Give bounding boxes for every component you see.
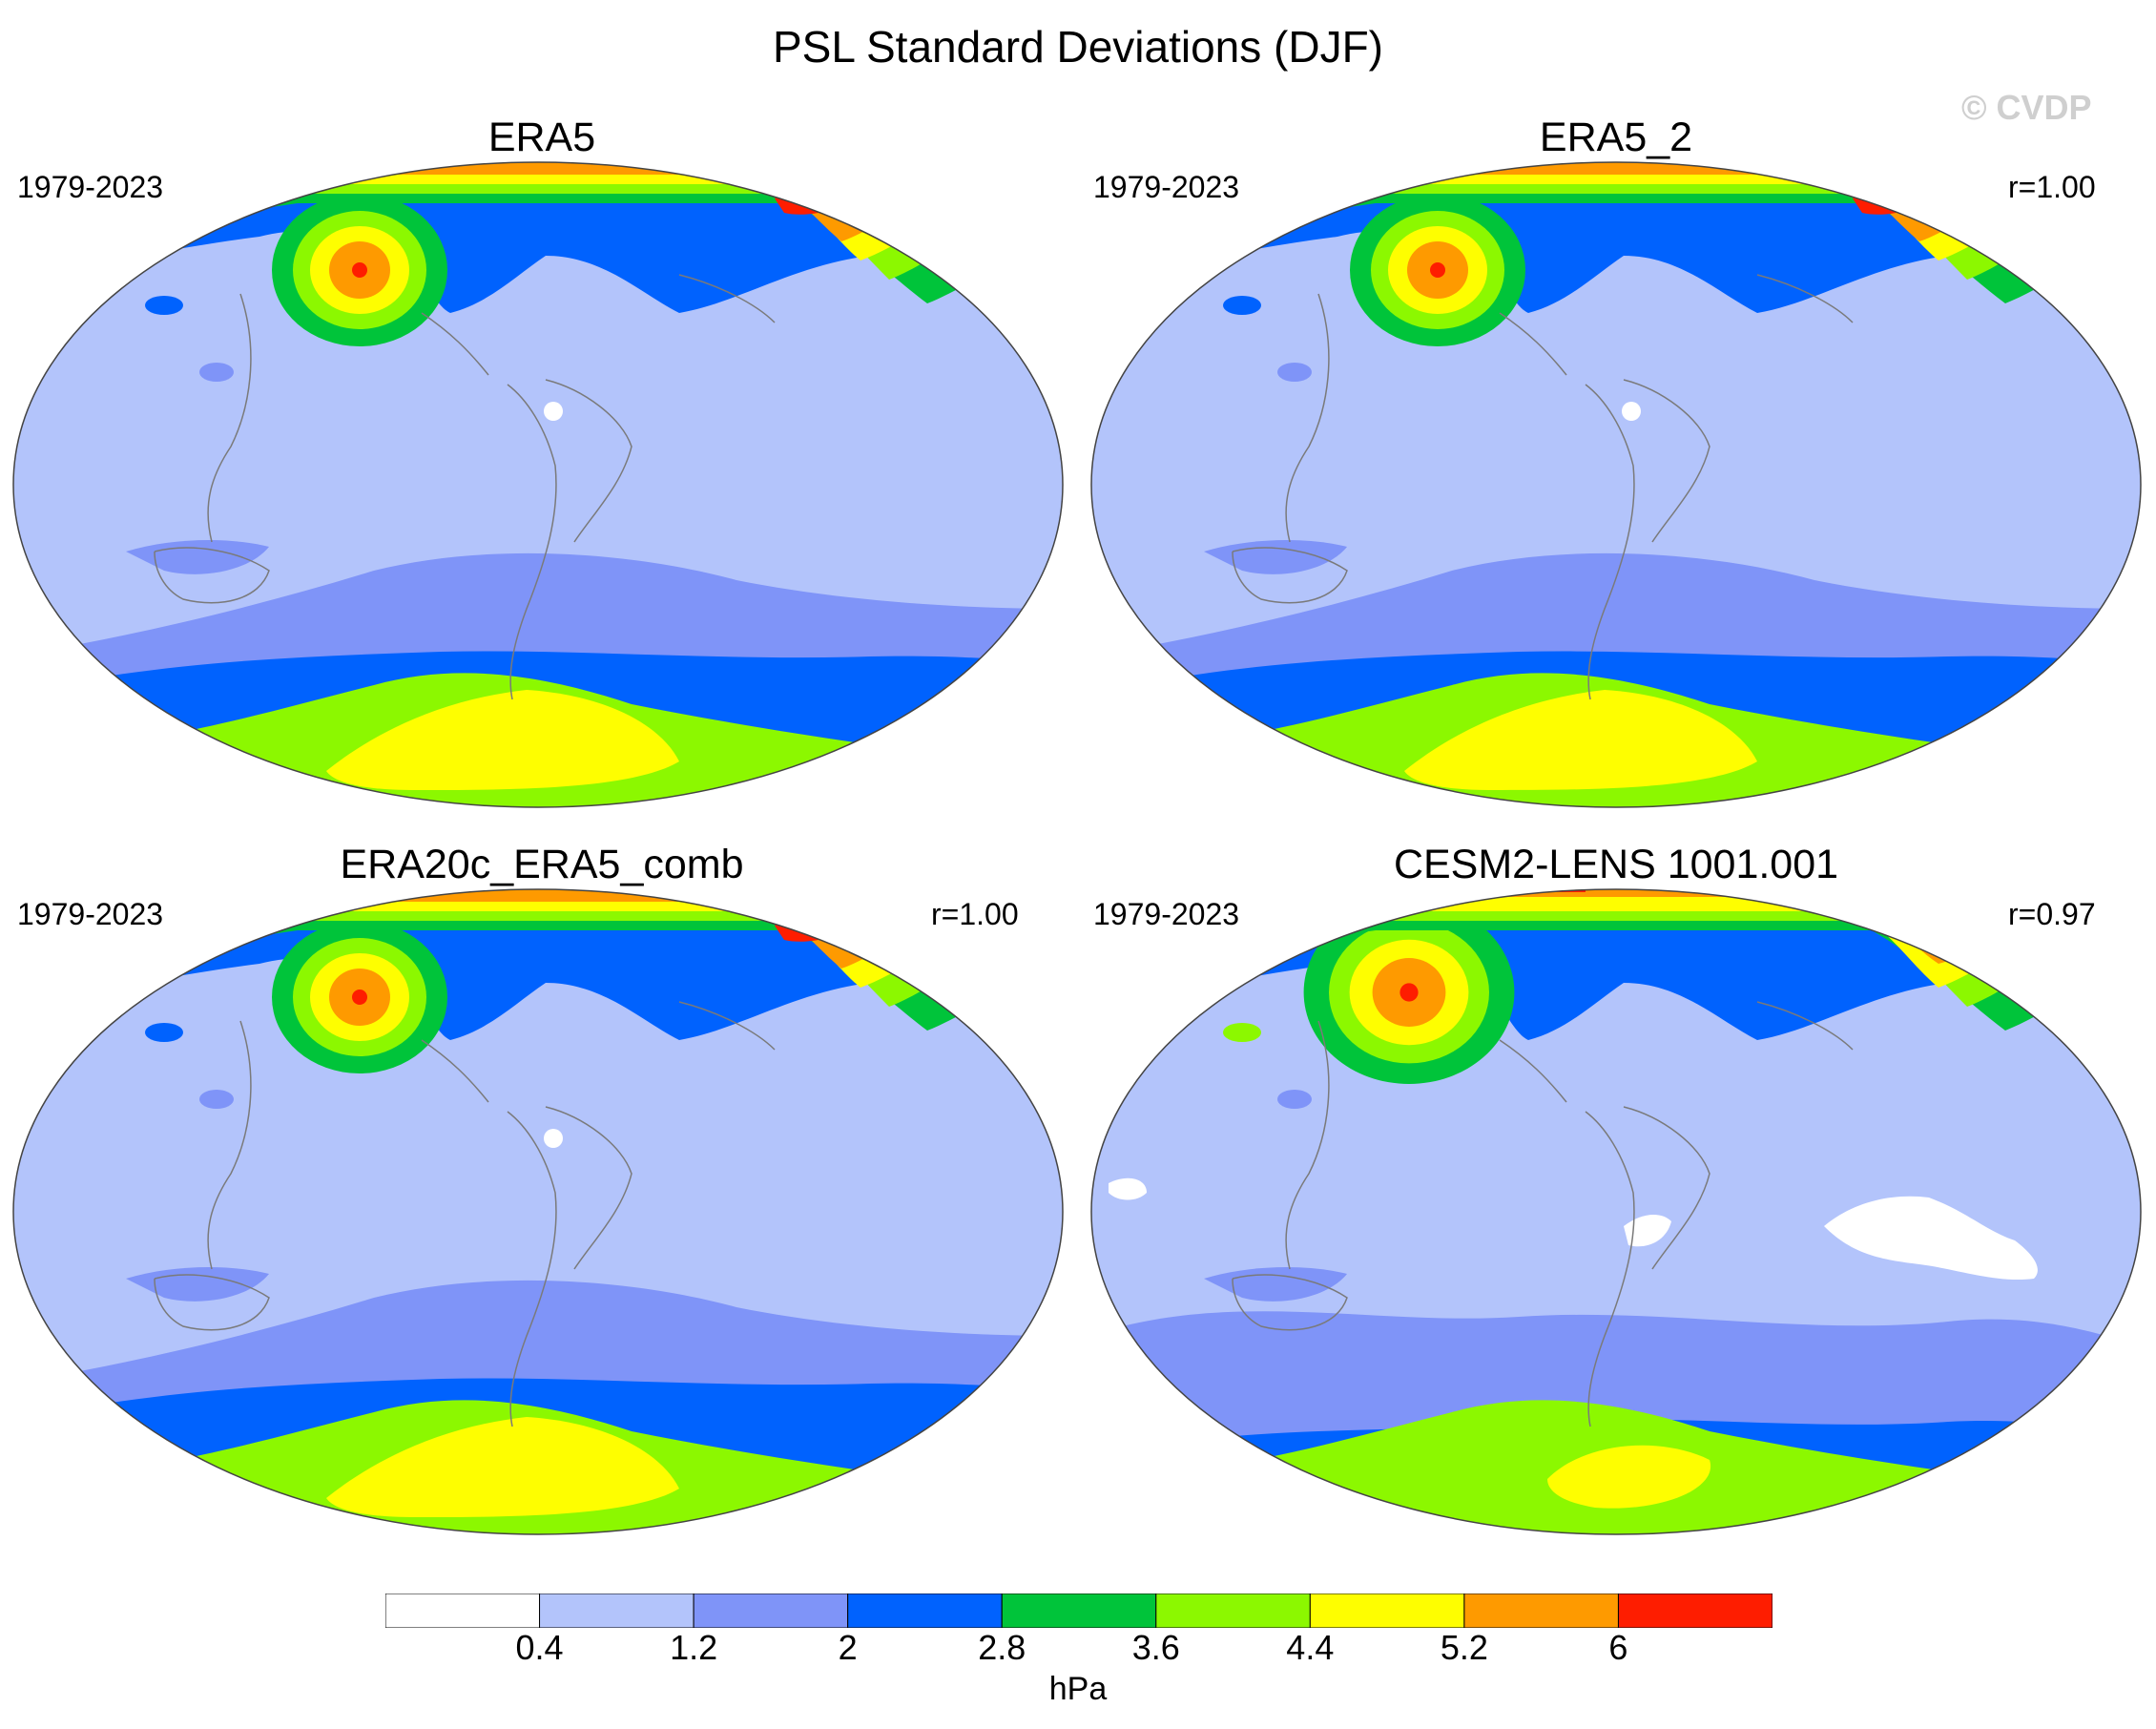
coastline-2: [207, 1020, 252, 1270]
colorbar: [385, 1594, 1772, 1628]
colorbar-swatch-2: [693, 1594, 849, 1628]
band-antarctic-lime: [326, 1417, 679, 1517]
panel-4-map: [1090, 888, 2142, 1535]
patch-southern-green: [391, 679, 452, 706]
colorbar-label-2: 2: [838, 1628, 858, 1667]
coastline-0: [1585, 384, 1635, 700]
colorbar-swatch-8: [1617, 1594, 1772, 1628]
coastline-3: [154, 547, 270, 604]
colorbar-label-5: 4.4: [1286, 1628, 1335, 1667]
coastline-3: [1232, 547, 1348, 604]
panel-2-corr: r=1.00: [2008, 170, 2096, 204]
panel-3-corr: r=1.00: [931, 897, 1019, 931]
patch-low-white: [544, 1129, 563, 1148]
coastline-5: [678, 274, 776, 323]
panel-2-years: 1979-2023: [1093, 170, 1240, 204]
patch-asia: [1223, 296, 1261, 315]
patch-low-white-1: [1824, 1196, 2038, 1281]
band-antarctic-lime: [326, 690, 679, 790]
patch-low-white-2: [1624, 1215, 1671, 1247]
patch-asia: [145, 1023, 183, 1042]
aleutian-ring-4: [352, 262, 367, 278]
patch-asia: [1223, 1023, 1261, 1042]
panel-3-years: 1979-2023: [17, 897, 164, 931]
map-border: [1090, 888, 2142, 1535]
coastline-3: [154, 1274, 270, 1331]
cvdp-watermark: © CVDP: [1961, 88, 2092, 127]
patch-southern-green: [391, 1406, 452, 1433]
patch-low-white: [1622, 402, 1641, 421]
patch-asia: [145, 296, 183, 315]
map-border: [12, 161, 1064, 808]
panel-4-title: CESM2-LENS 1001.001: [1393, 842, 1839, 887]
coastline-1: [1499, 312, 1567, 376]
patch-southern-green: [1469, 679, 1530, 706]
band-australia: [126, 540, 269, 574]
coastline-2: [1285, 293, 1330, 543]
coastline-5: [1756, 274, 1854, 323]
colorbar-label-3: 2.8: [978, 1628, 1026, 1667]
colorbar-swatch-4: [1001, 1594, 1157, 1628]
colorbar-swatch-0: [385, 1594, 541, 1628]
band-australia: [126, 1267, 269, 1302]
coastline-0: [507, 1111, 557, 1427]
coastline-5: [678, 1001, 776, 1051]
map-border: [12, 888, 1064, 1535]
panel-3-title: ERA20c_ERA5_comb: [340, 842, 744, 887]
colorbar-label-4: 3.6: [1131, 1628, 1180, 1667]
band-australia: [1204, 540, 1347, 574]
coastline-5: [1756, 1001, 1854, 1051]
coastline-4: [1623, 379, 1710, 543]
panel-1-map: [12, 161, 1064, 808]
patch-arctic-red-2: [1805, 892, 1929, 908]
figure-title: PSL Standard Deviations (DJF): [772, 22, 1383, 72]
colorbar-swatch-3: [847, 1594, 1003, 1628]
coastline-4: [1623, 1106, 1710, 1270]
patch-west-pacific: [1277, 1090, 1312, 1109]
band-antarctic-lime: [1547, 1445, 1711, 1509]
coastline-2: [207, 293, 252, 543]
coastline-4: [545, 379, 632, 543]
coastline-0: [1585, 1111, 1635, 1427]
colorbar-label-1: 1.2: [670, 1628, 718, 1667]
colorbar-swatch-5: [1155, 1594, 1311, 1628]
colorbar-label-0: 0.4: [515, 1628, 564, 1667]
aleutian-ring-4: [1430, 262, 1445, 278]
colorbar-label-7: 6: [1608, 1628, 1628, 1667]
patch-west-pacific: [199, 363, 234, 382]
panel-1-title: ERA5: [487, 115, 596, 160]
panel-1-years: 1979-2023: [17, 170, 164, 204]
panel-3-map: [12, 888, 1064, 1535]
patch-west-pacific: [199, 1090, 234, 1109]
band-arctic-red: [1204, 177, 1290, 200]
coastline-4: [545, 1106, 632, 1270]
patch-southern-green: [1469, 1406, 1530, 1433]
band-arctic-red: [126, 904, 212, 927]
coastline-1: [421, 312, 489, 376]
colorbar-label-6: 5.2: [1440, 1628, 1488, 1667]
colorbar-swatch-7: [1463, 1594, 1619, 1628]
band-arctic-red: [126, 177, 212, 200]
patch-west-pacific: [1277, 363, 1312, 382]
colorbar-swatch-1: [539, 1594, 694, 1628]
coastline-1: [421, 1039, 489, 1103]
panel-4-years: 1979-2023: [1093, 897, 1240, 931]
patch-low-white-3: [1109, 1177, 1147, 1200]
band-australia: [1204, 1267, 1347, 1302]
panel-2-title: ERA5_2: [1539, 115, 1693, 160]
aleutian-ring-4: [352, 989, 367, 1005]
panel-2-map: [1090, 161, 2142, 808]
colorbar-swatch-6: [1309, 1594, 1465, 1628]
coastline-0: [507, 384, 557, 700]
map-border: [1090, 161, 2142, 808]
panel-4-corr: r=0.97: [2008, 897, 2096, 931]
coastline-1: [1499, 1039, 1567, 1103]
band-antarctic-lime: [1404, 690, 1757, 790]
coastline-2: [1285, 1020, 1330, 1270]
colorbar-units: hPa: [1048, 1671, 1108, 1707]
patch-low-white: [544, 402, 563, 421]
coastline-3: [1232, 1274, 1348, 1331]
aleutian-ring-4: [1399, 983, 1419, 1002]
